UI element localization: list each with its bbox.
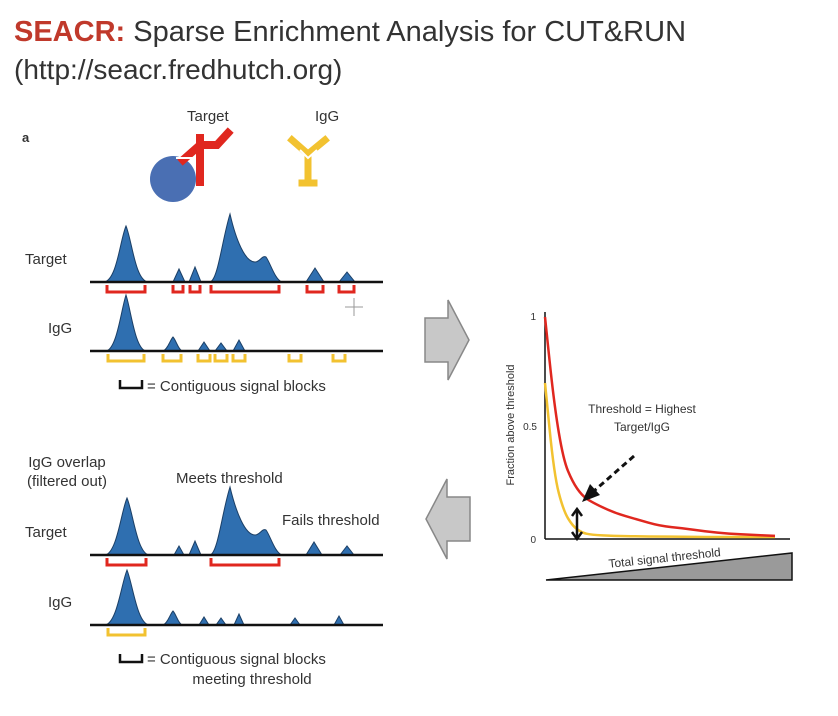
bottom-legend-line2: meeting threshold bbox=[192, 671, 311, 688]
legend-bracket-icon bbox=[118, 380, 144, 390]
top-igg-track bbox=[90, 293, 383, 363]
fails-threshold-label: Fails threshold bbox=[282, 512, 380, 529]
peak bbox=[172, 267, 186, 283]
igg-blocks bbox=[106, 354, 347, 363]
peak bbox=[162, 610, 183, 626]
peak bbox=[337, 271, 357, 283]
slide-url: (http://seacr.fredhutch.org) bbox=[14, 54, 343, 85]
igg-blocks bbox=[106, 628, 147, 637]
peak bbox=[188, 265, 202, 283]
peak bbox=[173, 544, 185, 556]
arrow-right-icon bbox=[424, 299, 470, 381]
target-blocks bbox=[105, 285, 356, 294]
threshold-wedge-icon bbox=[545, 552, 793, 581]
series-target-line bbox=[543, 316, 776, 538]
peak bbox=[305, 541, 323, 556]
threshold-chart: 1 0.5 0 Fraction above threshold Thresho… bbox=[505, 312, 793, 581]
peak bbox=[209, 212, 283, 283]
peak bbox=[232, 338, 246, 352]
panel-letter: a bbox=[22, 130, 30, 145]
title-text: Sparse Enrichment Analysis for CUT&RUN bbox=[125, 16, 687, 48]
peak bbox=[333, 614, 345, 626]
series-igg-line bbox=[543, 382, 775, 539]
igg-antibody-label: IgG bbox=[315, 108, 339, 125]
bottom-target-label: Target bbox=[25, 524, 68, 541]
chart-ylabel: Fraction above threshold bbox=[505, 364, 517, 485]
target-blocks bbox=[105, 558, 281, 567]
y-tick-1: 1 bbox=[530, 312, 536, 323]
igg-overlap-line1: IgG overlap bbox=[28, 454, 106, 471]
title-acronym: SEACR: bbox=[14, 16, 126, 48]
peak bbox=[104, 568, 150, 626]
top-legend-text: = Contiguous signal blocks bbox=[147, 378, 326, 395]
target-antibody-shape bbox=[177, 127, 234, 186]
target-antibody-label: Target bbox=[187, 108, 230, 125]
igg-overlap-line2: (filtered out) bbox=[27, 473, 107, 490]
igg-antibody-icon bbox=[287, 135, 330, 187]
y-tick-0.5: 0.5 bbox=[523, 422, 537, 433]
arrow-left-icon bbox=[425, 478, 471, 560]
peak bbox=[103, 224, 149, 283]
meets-threshold-label: Meets threshold bbox=[176, 470, 283, 487]
top-target-track bbox=[90, 212, 383, 294]
bottom-igg-label: IgG bbox=[48, 594, 72, 611]
chart-annotation-line2: Target/IgG bbox=[614, 420, 670, 434]
peak bbox=[197, 341, 211, 352]
chart-annotation-line1: Threshold = Highest bbox=[588, 402, 696, 416]
peak bbox=[305, 267, 325, 283]
peak bbox=[233, 612, 245, 626]
protein-blob-icon bbox=[150, 156, 196, 202]
bottom-igg-track bbox=[90, 568, 383, 637]
bottom-target-track bbox=[90, 485, 383, 567]
peak bbox=[338, 545, 356, 556]
top-igg-label: IgG bbox=[48, 320, 72, 337]
peak bbox=[104, 496, 150, 556]
slide-title: SEACR: Sparse Enrichment Analysis for CU… bbox=[14, 14, 686, 50]
target-antibody-icon bbox=[150, 127, 234, 202]
peak bbox=[209, 485, 283, 556]
legend-bracket-icon bbox=[118, 654, 144, 664]
top-target-label: Target bbox=[25, 251, 68, 268]
peak bbox=[105, 293, 147, 352]
y-tick-0: 0 bbox=[530, 535, 536, 546]
bottom-legend-line1: = Contiguous signal blocks bbox=[147, 651, 326, 668]
cursor-icon bbox=[345, 298, 363, 316]
peak bbox=[188, 539, 202, 556]
dashed-arrow-icon bbox=[593, 454, 635, 493]
peak bbox=[162, 336, 183, 352]
